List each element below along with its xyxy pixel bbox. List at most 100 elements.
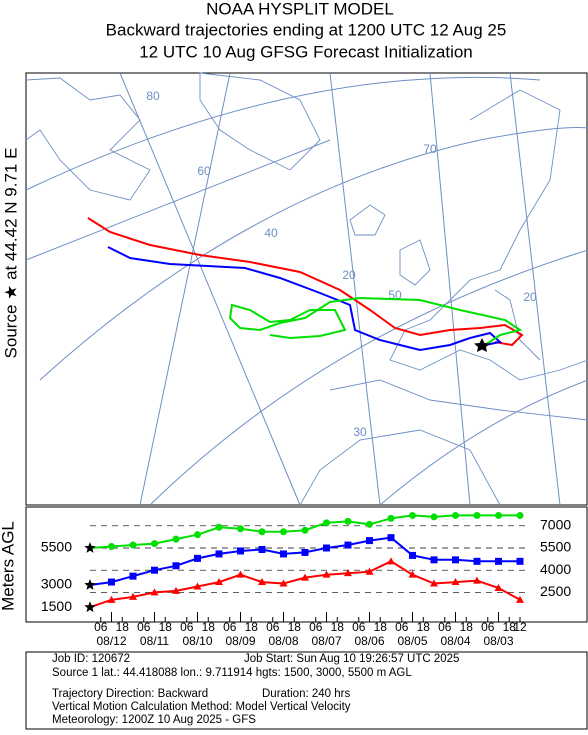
- job-id: Job ID: 120672: [52, 653, 130, 665]
- y-tick-label: 4000: [540, 561, 571, 577]
- start-height-label: 1500: [41, 598, 72, 614]
- marker: [215, 550, 223, 558]
- x-tick-label: 06: [94, 620, 108, 634]
- source-star: [84, 601, 96, 613]
- subtitle-2: 12 UTC 10 Aug GFSG Forecast Initializati…: [139, 42, 473, 61]
- marker: [107, 595, 116, 603]
- marker: [344, 517, 352, 525]
- marker: [409, 511, 416, 519]
- marker: [237, 525, 244, 533]
- marker: [258, 545, 266, 553]
- x-tick-label: 06: [438, 620, 452, 634]
- marker: [473, 511, 481, 519]
- marker: [322, 570, 331, 578]
- trajectory-red: [87, 217, 524, 347]
- marker: [366, 537, 373, 545]
- subtitle: Backward trajectories ending at 1200 UTC…: [106, 20, 507, 39]
- marker: [430, 513, 438, 521]
- marker: [108, 578, 115, 586]
- source-info: Source 1 lat.: 44.418088 lon.: 9.711914 …: [52, 667, 412, 679]
- date-label: 08/06: [354, 634, 384, 648]
- marker: [129, 592, 137, 600]
- x-tick-label: 18: [331, 620, 345, 634]
- marker: [452, 556, 459, 564]
- graticule-label: 20: [523, 290, 537, 304]
- side-label: Source ★ at 44.42 N 9.71 E: [1, 148, 20, 359]
- marker: [193, 582, 202, 590]
- marker: [451, 578, 460, 586]
- graticule-label: 30: [353, 425, 367, 439]
- duration: Duration: 240 hrs: [262, 688, 350, 700]
- date-label: 08/04: [440, 634, 470, 648]
- marker: [473, 576, 481, 584]
- trajectory-blue: [107, 246, 503, 352]
- marker: [215, 578, 223, 586]
- vertical-method: Vertical Motion Calculation Method: Mode…: [52, 701, 351, 713]
- y-axis-label: Meters AGL: [0, 521, 17, 611]
- x-tick-label: 06: [481, 620, 495, 634]
- marker: [344, 541, 352, 549]
- x-tick-label: 06: [223, 620, 237, 634]
- marker: [172, 586, 180, 594]
- date-label: 08/03: [483, 634, 513, 648]
- y-tick-label: 7000: [540, 517, 571, 533]
- marker: [280, 550, 287, 558]
- x-tick-label: 18: [460, 620, 474, 634]
- marker: [430, 556, 438, 564]
- y-tick-label: 2500: [540, 583, 571, 599]
- trajectory-green: [228, 296, 523, 346]
- marker: [301, 548, 309, 556]
- graticule: [25, 72, 588, 506]
- x-tick-label: 18: [159, 620, 173, 634]
- date-label: 08/12: [96, 634, 126, 648]
- x-tick-label: 18: [116, 620, 130, 634]
- marker: [323, 519, 330, 527]
- source-star: [84, 579, 96, 590]
- marker: [408, 570, 417, 578]
- marker: [387, 514, 395, 522]
- x-tick-label: 18: [202, 620, 216, 634]
- x-tick-label: 18: [288, 620, 302, 634]
- marker: [172, 535, 180, 543]
- marker: [387, 557, 395, 565]
- marker: [494, 583, 503, 591]
- date-label: 08/05: [397, 634, 427, 648]
- marker: [452, 511, 459, 519]
- date-label: 08/09: [225, 634, 255, 648]
- marker: [258, 578, 266, 586]
- map: 80 60 40 20 70 50 20 30: [25, 72, 588, 506]
- graticule-label: 70: [423, 142, 437, 156]
- marker: [151, 540, 158, 548]
- job-start: Job Start: Sun Aug 10 19:26:57 UTC 2025: [244, 653, 459, 665]
- marker: [172, 562, 180, 570]
- marker: [301, 573, 309, 581]
- marker: [237, 547, 244, 555]
- date-label: 08/08: [268, 634, 298, 648]
- direction: Trajectory Direction: Backward: [52, 688, 208, 700]
- footer-box: [25, 651, 588, 730]
- marker: [344, 569, 352, 577]
- marker: [495, 557, 502, 565]
- y-tick-label: 5500: [540, 539, 571, 555]
- x-tick-label: 18: [245, 620, 259, 634]
- x-tick-label: 18: [374, 620, 388, 634]
- marker: [409, 551, 416, 559]
- height-chart: 2500 4000 5500 7000 5500 3000 1500 06 18 06 18 06 18…: [41, 511, 571, 648]
- marker: [151, 566, 158, 574]
- marker: [366, 520, 373, 528]
- meteorology: Meteorology: 1200Z 10 Aug 2025 - GFS: [52, 714, 256, 726]
- date-label: 08/07: [311, 634, 341, 648]
- marker: [129, 541, 137, 549]
- height-panel: [25, 506, 588, 623]
- source-star: [84, 542, 96, 553]
- graticule-label: 60: [197, 164, 211, 178]
- start-height-label: 3000: [41, 576, 72, 592]
- x-tick-label: 18: [417, 620, 431, 634]
- marker: [430, 579, 438, 587]
- marker: [473, 557, 481, 565]
- marker: [108, 543, 115, 551]
- graticule-label: 20: [342, 268, 356, 282]
- date-label: 08/11: [140, 634, 169, 648]
- marker: [236, 570, 245, 578]
